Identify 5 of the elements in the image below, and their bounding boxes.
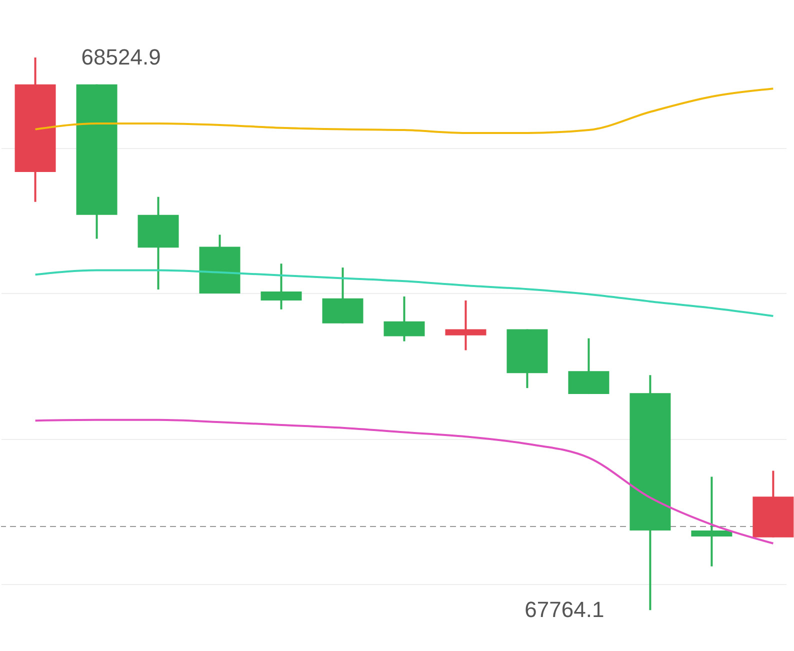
annotation: 68524.9 — [81, 44, 161, 70]
candlestick — [691, 476, 732, 568]
candlestick — [260, 262, 302, 310]
annotation: 67764.1 — [524, 597, 604, 622]
candlestick — [445, 299, 486, 352]
